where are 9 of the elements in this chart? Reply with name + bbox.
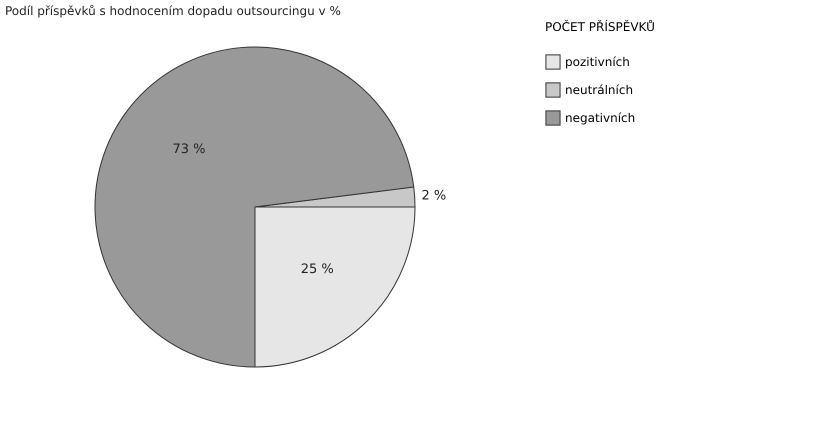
- data-label: 2 %: [421, 188, 446, 204]
- data-label: 25 %: [300, 262, 334, 278]
- data-label: 73 %: [172, 142, 206, 157]
- legend-label: neutrálních: [565, 83, 634, 97]
- chart-title: Podíl příspěvků s hodnocením dopadu outsourcingu v %: [5, 4, 341, 18]
- pie-slice: [94, 46, 414, 368]
- legend-label: pozitivních: [565, 55, 630, 69]
- legend-title: POČET PŘÍSPĚVKŮ: [545, 19, 655, 34]
- legend-label: negativních: [565, 111, 636, 125]
